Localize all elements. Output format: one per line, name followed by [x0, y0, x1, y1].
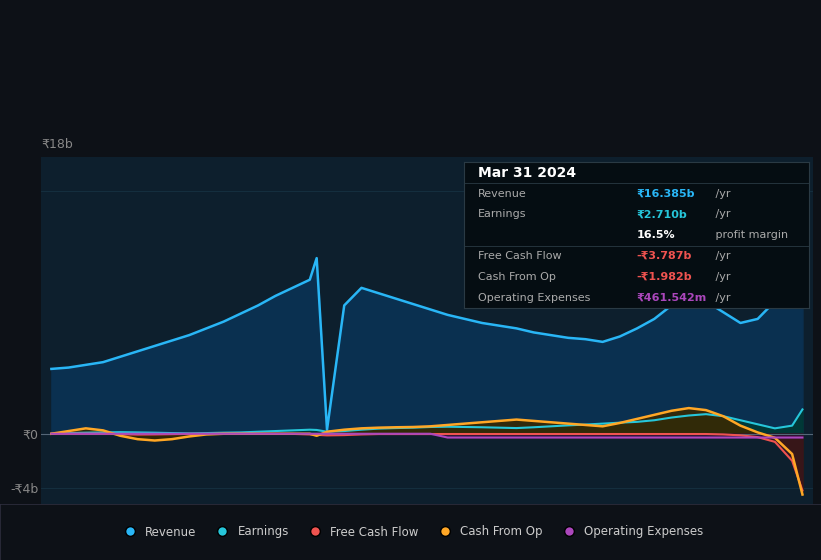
Text: -₹3.787b: -₹3.787b — [636, 251, 691, 261]
Text: profit margin: profit margin — [712, 230, 788, 240]
Text: /yr: /yr — [712, 209, 731, 220]
Text: ₹461.542m: ₹461.542m — [636, 293, 707, 302]
Text: /yr: /yr — [712, 272, 731, 282]
Text: Earnings: Earnings — [478, 209, 526, 220]
Text: -₹1.982b: -₹1.982b — [636, 272, 692, 282]
Text: /yr: /yr — [712, 251, 731, 261]
Text: Mar 31 2024: Mar 31 2024 — [478, 166, 576, 180]
Text: Operating Expenses: Operating Expenses — [478, 293, 590, 302]
Text: /yr: /yr — [712, 293, 731, 302]
Text: ₹16.385b: ₹16.385b — [636, 189, 695, 199]
Text: ₹18b: ₹18b — [41, 138, 73, 151]
Text: Free Cash Flow: Free Cash Flow — [478, 251, 562, 261]
Text: ₹2.710b: ₹2.710b — [636, 209, 687, 220]
Text: /yr: /yr — [712, 189, 731, 199]
Legend: Revenue, Earnings, Free Cash Flow, Cash From Op, Operating Expenses: Revenue, Earnings, Free Cash Flow, Cash … — [113, 521, 708, 543]
Text: Cash From Op: Cash From Op — [478, 272, 556, 282]
Text: Revenue: Revenue — [478, 189, 526, 199]
Text: 16.5%: 16.5% — [636, 230, 675, 240]
